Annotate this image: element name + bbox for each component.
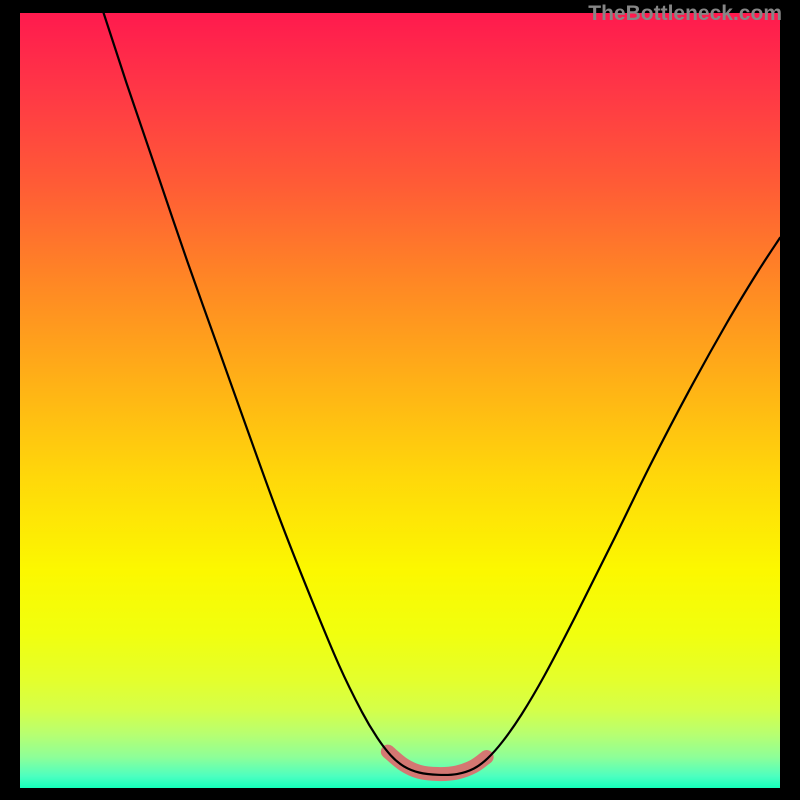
watermark-text: TheBottleneck.com [588, 2, 782, 26]
bottleneck-chart [0, 0, 800, 800]
plot-background [20, 13, 780, 788]
chart-container: TheBottleneck.com [0, 0, 800, 800]
